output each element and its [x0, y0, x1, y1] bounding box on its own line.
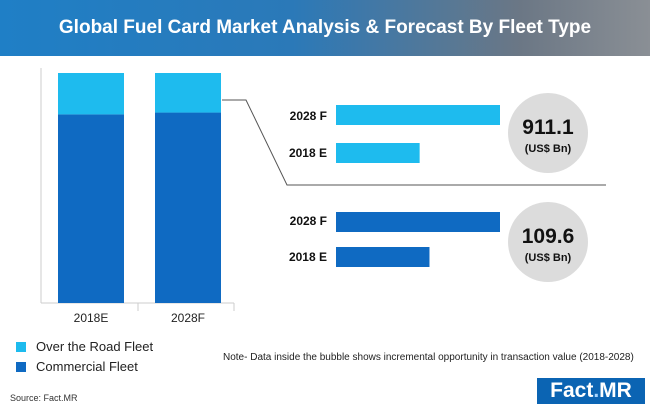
- stacked-bar-2018e-over-the-road-fleet: [58, 73, 124, 115]
- x-tick-2028f: 2028F: [171, 311, 205, 325]
- factmr-logo: Fact.MR: [537, 378, 645, 404]
- upper-bar-2028f: [336, 105, 500, 125]
- upper-label-2018e: 2018 E: [289, 146, 327, 160]
- lower-bar-2028f: [336, 212, 500, 232]
- stacked-bar-2028f-commercial-fleet: [155, 112, 221, 303]
- legend-label-over-the-road: Over the Road Fleet: [36, 339, 154, 354]
- legend-item-over-the-road: Over the Road Fleet: [16, 339, 153, 354]
- upper-bubble-value: 911.1: [522, 116, 574, 139]
- lower-bar-2018e: [336, 247, 430, 267]
- lower-bubble-value: 109.6: [522, 225, 575, 248]
- lower-bubble-unit: (US$ Bn): [525, 252, 572, 264]
- logo-dot: .: [593, 379, 600, 402]
- legend-swatch-commercial: [16, 361, 26, 372]
- upper-bubble-unit: (US$ Bn): [525, 143, 572, 155]
- title-banner: [0, 0, 650, 56]
- connector-line: [222, 99, 606, 186]
- logo-suffix: MR: [599, 379, 632, 402]
- lower-label-2018e: 2018 E: [289, 250, 327, 264]
- chart-title: Global Fuel Card Market Analysis & Forec…: [58, 17, 592, 38]
- source-text: Source: Fact.MR: [10, 393, 78, 403]
- stacked-bar-2018e-commercial-fleet: [58, 114, 124, 304]
- logo-name: Fact: [550, 379, 594, 402]
- legend-item-commercial: Commercial Fleet: [16, 359, 138, 374]
- x-tick-2018e: 2018E: [74, 311, 109, 325]
- stacked-bar-2028f-over-the-road-fleet: [155, 73, 221, 113]
- upper-label-2028f: 2028 F: [290, 109, 327, 123]
- legend-swatch-over-the-road: [16, 341, 26, 352]
- lower-label-2028f: 2028 F: [290, 214, 327, 228]
- lower-bubble: [508, 202, 588, 282]
- upper-bar-2018e: [336, 143, 420, 163]
- legend-label-commercial: Commercial Fleet: [36, 359, 138, 374]
- chart-note: Note- Data inside the bubble shows incre…: [223, 352, 634, 363]
- upper-bubble: [508, 93, 588, 173]
